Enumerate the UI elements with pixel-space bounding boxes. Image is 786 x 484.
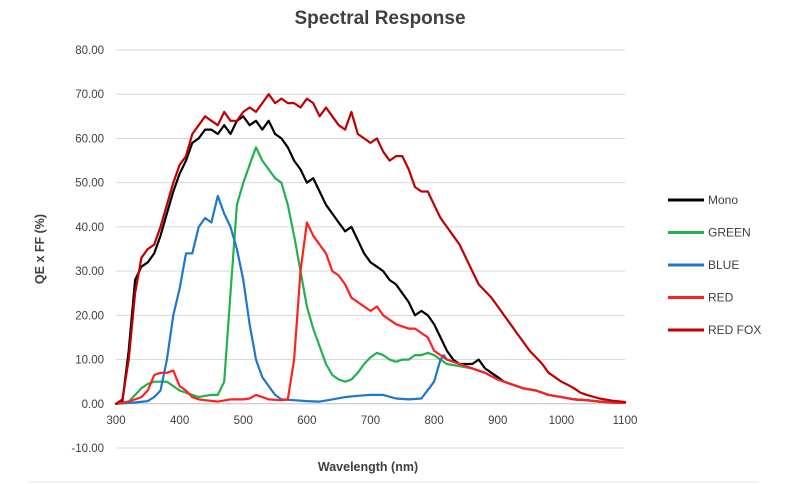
chart-title: Spectral Response	[294, 8, 465, 29]
series-line-mono	[114, 115, 627, 405]
y-tick-label: 70.00	[75, 89, 104, 101]
y-axis-ticks: -10.00 0.00 10.00 20.00 30.00 40.00 50.00 60.00…	[71, 45, 104, 455]
x-tick-label: 600	[297, 415, 316, 427]
y-tick-label: 0.00	[82, 399, 104, 411]
x-tick-label: 900	[488, 415, 507, 427]
legend-label: Mono	[708, 193, 738, 207]
y-tick-label: 20.00	[75, 310, 104, 322]
x-axis-label: Wavelength (nm)	[318, 460, 418, 474]
x-tick-label: 800	[425, 415, 444, 427]
gridlines	[116, 49, 625, 449]
x-tick-label: 1100	[613, 415, 638, 427]
legend-label: RED	[708, 291, 734, 305]
x-tick-label: 300	[106, 415, 125, 427]
x-axis-ticks: 300 400 500 600 700 800 900 1000 1100	[106, 415, 637, 427]
y-tick-label: 30.00	[75, 266, 104, 278]
y-tick-label: 40.00	[75, 222, 104, 234]
y-tick-label: -10.00	[71, 443, 104, 455]
series-line-red-fox	[114, 93, 627, 405]
legend-label: RED FOX	[708, 323, 761, 337]
x-tick-label: 400	[170, 415, 189, 427]
legend: Mono GREEN BLUE RED RED FOX	[668, 193, 761, 337]
series-line-red	[114, 221, 627, 405]
series-line-green	[114, 146, 627, 405]
legend-label: BLUE	[708, 258, 739, 272]
x-tick-label: 1000	[549, 415, 575, 427]
y-axis-label: QE x FF (%)	[33, 214, 47, 284]
x-tick-label: 500	[234, 415, 253, 427]
y-tick-label: 80.00	[75, 45, 104, 57]
series-lines	[114, 93, 627, 405]
legend-label: GREEN	[708, 226, 751, 240]
y-tick-label: 10.00	[75, 355, 104, 367]
y-tick-label: 60.00	[75, 133, 104, 145]
x-tick-label: 700	[361, 415, 380, 427]
y-tick-label: 50.00	[75, 178, 104, 190]
